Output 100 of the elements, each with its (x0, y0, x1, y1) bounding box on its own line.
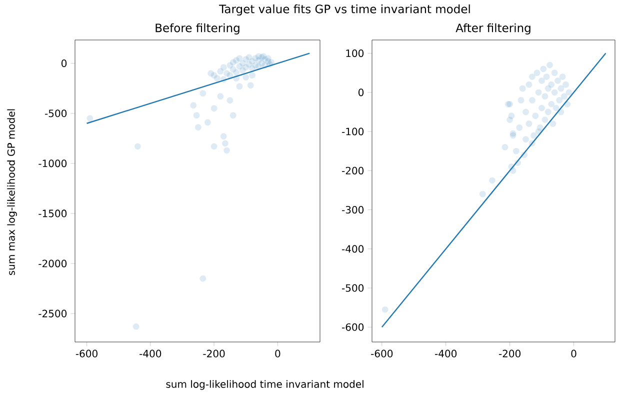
point (510, 167, 516, 174)
point (236, 83, 243, 90)
chart-title: After filtering (456, 23, 530, 34)
point (508, 112, 515, 120)
point (564, 100, 571, 108)
point (249, 72, 256, 79)
point (516, 124, 523, 131)
point (479, 190, 486, 198)
x-axis-title: sum log-likelihood time invariant model (166, 380, 364, 390)
point (266, 61, 273, 68)
point (210, 105, 218, 112)
point (222, 140, 228, 147)
point (528, 74, 536, 80)
y-tick-label: -600 (342, 323, 364, 331)
point (204, 119, 211, 126)
point (382, 306, 388, 313)
point (528, 97, 536, 104)
y-tick-label: 100 (346, 50, 364, 58)
point (526, 81, 532, 88)
point (214, 75, 220, 82)
point (522, 136, 529, 143)
text: Target value fits GP vs time invariant model (219, 4, 470, 16)
point (210, 143, 218, 150)
point (522, 108, 529, 116)
point (535, 89, 542, 96)
y-tick-label: 0 (358, 88, 364, 96)
point (236, 55, 243, 62)
point (193, 112, 200, 119)
y-tick-label: -100 (342, 128, 364, 136)
point (556, 97, 563, 104)
point (528, 140, 536, 146)
y-tick-label: -1500 (38, 210, 67, 218)
x-tick-label: -400 (140, 350, 162, 358)
point (224, 147, 230, 154)
y-tick-label: -200 (342, 166, 364, 174)
point (132, 323, 140, 330)
point (559, 74, 566, 80)
y-tick-label: -1000 (38, 160, 67, 168)
point (548, 100, 555, 108)
point (540, 66, 547, 72)
point (190, 102, 197, 109)
point (230, 112, 236, 119)
point (200, 275, 206, 282)
point (562, 81, 569, 88)
y-tick-label: 0 (62, 60, 67, 68)
point (247, 82, 254, 89)
x-tick-label: -400 (435, 350, 457, 358)
point (217, 93, 224, 100)
y-tick-label: -2500 (38, 310, 67, 318)
point (551, 89, 558, 96)
point (530, 132, 537, 139)
point (220, 76, 227, 83)
point (546, 62, 553, 68)
y-tick-label: -300 (342, 206, 364, 214)
point (513, 148, 520, 154)
point (514, 160, 521, 166)
x-tick-label: 0 (571, 350, 576, 358)
point (542, 93, 548, 100)
point (526, 120, 532, 127)
point (542, 116, 548, 123)
point (554, 77, 561, 84)
point (220, 133, 227, 140)
point (220, 64, 227, 71)
point (226, 97, 234, 104)
point (242, 74, 250, 81)
point (532, 112, 539, 120)
point (551, 70, 558, 76)
point (233, 69, 240, 76)
point (538, 77, 545, 84)
point (558, 85, 564, 92)
point (194, 124, 202, 131)
point (560, 93, 568, 100)
point (134, 143, 141, 150)
point (538, 104, 545, 112)
y-tick-label: -400 (342, 245, 364, 253)
y-axis-title: sum max log-likelihood GP model (7, 109, 17, 276)
point (200, 90, 206, 97)
y-tick-label: -500 (45, 110, 67, 118)
point (489, 177, 496, 184)
point (518, 97, 524, 104)
y-tick-label: -2000 (38, 260, 67, 268)
point (544, 108, 552, 116)
point (534, 70, 540, 76)
x-tick-label: -200 (498, 350, 520, 358)
point (550, 120, 556, 127)
point (566, 89, 572, 96)
x-tick-label: 0 (275, 350, 280, 358)
x-tick-label: -600 (371, 350, 393, 358)
point (226, 72, 234, 79)
point (552, 104, 560, 112)
point (548, 81, 555, 88)
point (233, 75, 240, 82)
chart-title: Before filtering (156, 23, 240, 34)
point (502, 144, 508, 150)
x-tick-label: -200 (203, 350, 225, 358)
point (558, 108, 564, 116)
point (520, 152, 528, 158)
point (543, 74, 550, 80)
point (535, 128, 542, 135)
point (519, 85, 526, 92)
